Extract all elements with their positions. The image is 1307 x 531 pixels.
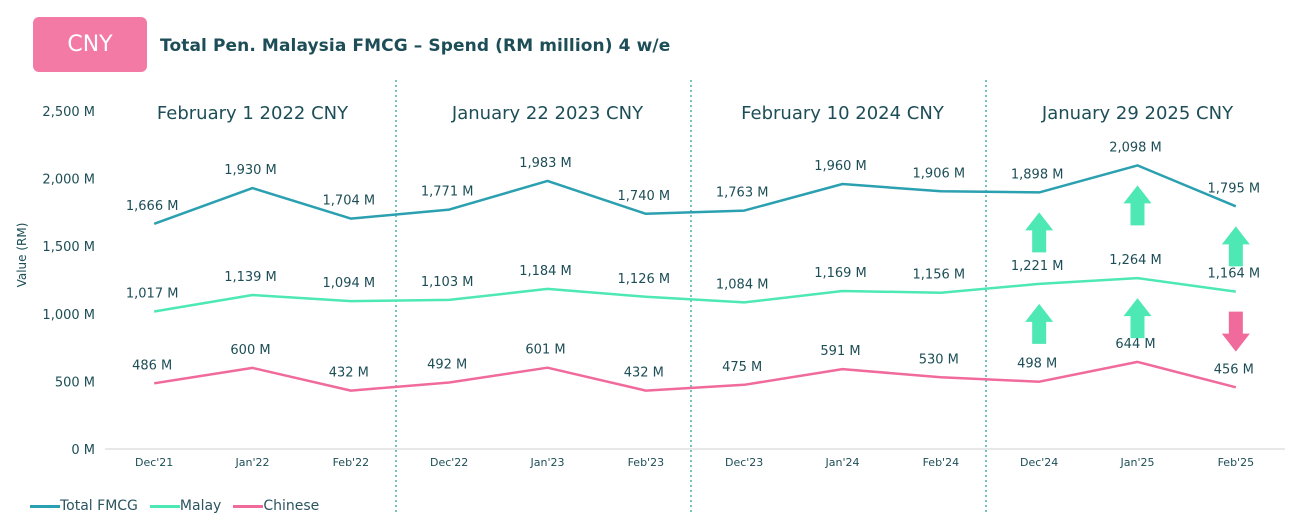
legend: Total FMCG Malay Chinese (30, 498, 325, 514)
data-label-total: 1,983 M (519, 156, 572, 171)
period-header: February 10 2024 CNY (741, 103, 945, 124)
y-tick-label: 2,000 M (42, 173, 95, 188)
y-tick-label: 1,500 M (42, 240, 95, 255)
data-label-total: 1,740 M (618, 189, 671, 204)
data-label-total: 1,960 M (814, 159, 867, 174)
up-arrow-icon (1025, 303, 1054, 344)
legend-label-malay: Malay (179, 498, 222, 514)
data-label-chinese: 498 M (1017, 357, 1057, 372)
series-line-total (153, 164, 1237, 225)
data-label-total: 1,771 M (421, 185, 474, 200)
data-label-total: 1,704 M (323, 194, 376, 209)
up-arrow-icon (1221, 226, 1250, 267)
data-label-malay: 1,017 M (126, 287, 179, 302)
x-tick-label: Jan'23 (530, 456, 565, 469)
x-tick-label: Jan'24 (825, 456, 860, 469)
data-label-total: 2,098 M (1109, 140, 1162, 155)
legend-swatch-malay (149, 504, 180, 508)
x-tick-label: Feb'23 (628, 456, 665, 469)
x-tick-label: Dec'21 (135, 456, 173, 469)
y-tick-label: 500 M (55, 375, 95, 390)
x-tick-label: Dec'22 (430, 456, 468, 469)
x-tick-label: Feb'24 (923, 456, 960, 469)
period-header: February 1 2022 CNY (157, 103, 349, 124)
series-line-chinese (154, 360, 1237, 392)
chart-title: Total Pen. Malaysia FMCG – Spend (RM mil… (160, 36, 671, 56)
data-label-chinese: 530 M (919, 352, 959, 367)
data-label-total: 1,898 M (1011, 167, 1064, 182)
x-tick-label: Dec'23 (725, 456, 763, 469)
data-label-total: 1,906 M (913, 166, 966, 181)
data-label-total: 1,795 M (1208, 181, 1261, 196)
data-label-malay: 1,169 M (814, 266, 867, 281)
cny-badge: CNY (33, 17, 147, 72)
data-label-malay: 1,139 M (224, 270, 277, 285)
data-label-chinese: 600 M (230, 343, 270, 358)
up-arrow-icon (1123, 298, 1152, 339)
x-tick-label: Jan'22 (235, 456, 270, 469)
legend-item-total: Total FMCG (30, 498, 138, 514)
data-label-malay: 1,221 M (1011, 259, 1064, 274)
data-label-chinese: 601 M (525, 343, 565, 358)
legend-swatch-chinese (233, 504, 264, 508)
legend-item-malay: Malay (149, 498, 222, 514)
legend-label-chinese: Chinese (263, 498, 320, 514)
legend-item-chinese: Chinese (233, 498, 319, 514)
data-label-malay: 1,164 M (1208, 267, 1261, 282)
x-tick-label: Jan'25 (1120, 456, 1155, 469)
data-label-chinese: 644 M (1115, 337, 1155, 352)
x-tick-label: Dec'24 (1020, 456, 1058, 469)
x-tick-label: Feb'25 (1218, 456, 1255, 469)
data-label-chinese: 492 M (427, 357, 467, 372)
period-header: January 22 2023 CNY (451, 103, 644, 124)
data-label-chinese: 432 M (329, 366, 369, 381)
data-label-malay: 1,126 M (618, 272, 671, 287)
data-label-malay: 1,094 M (323, 276, 376, 291)
data-label-malay: 1,184 M (519, 264, 572, 279)
data-label-chinese: 432 M (624, 366, 664, 381)
legend-swatch-total (30, 504, 60, 508)
x-tick-label: Feb'22 (333, 456, 370, 469)
data-label-malay: 1,084 M (716, 277, 769, 292)
period-header: January 29 2025 CNY (1041, 103, 1234, 124)
y-tick-label: 2,500 M (42, 105, 95, 120)
data-label-malay: 1,264 M (1109, 253, 1162, 268)
data-label-total: 1,666 M (126, 199, 179, 214)
y-tick-label: 1,000 M (42, 308, 95, 323)
up-arrow-icon (1025, 212, 1054, 253)
data-label-chinese: 456 M (1214, 362, 1254, 377)
data-label-total: 1,763 M (716, 186, 769, 201)
y-tick-label: 0 M (71, 443, 95, 458)
data-label-malay: 1,103 M (421, 275, 474, 290)
y-axis-title: Value (RM) (15, 223, 29, 288)
data-label-chinese: 591 M (820, 344, 860, 359)
data-label-chinese: 486 M (132, 358, 172, 373)
data-label-chinese: 475 M (722, 360, 762, 375)
down-arrow-icon (1221, 311, 1250, 352)
data-label-malay: 1,156 M (913, 268, 966, 283)
up-arrow-icon (1123, 185, 1152, 226)
legend-label-total: Total FMCG (60, 498, 138, 514)
data-label-total: 1,930 M (224, 163, 277, 178)
series-line-malay (153, 276, 1236, 313)
